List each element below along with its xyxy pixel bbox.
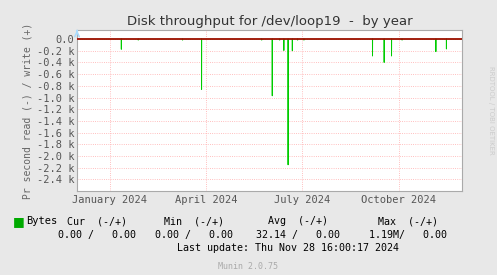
Text: 0.00 /   0.00: 0.00 / 0.00 — [58, 230, 136, 240]
Text: 0.00 /   0.00: 0.00 / 0.00 — [155, 230, 233, 240]
Y-axis label: Pr second read (-) / write (+): Pr second read (-) / write (+) — [22, 23, 33, 199]
Text: 32.14 /   0.00: 32.14 / 0.00 — [256, 230, 340, 240]
Text: Cur  (-/+): Cur (-/+) — [67, 216, 127, 226]
Text: Munin 2.0.75: Munin 2.0.75 — [219, 262, 278, 271]
Text: Avg  (-/+): Avg (-/+) — [268, 216, 328, 226]
Text: RRDTOOL / TOBI OETIKER: RRDTOOL / TOBI OETIKER — [488, 66, 494, 154]
Text: Last update: Thu Nov 28 16:00:17 2024: Last update: Thu Nov 28 16:00:17 2024 — [177, 243, 399, 253]
Text: Bytes: Bytes — [26, 216, 57, 226]
Text: Max  (-/+): Max (-/+) — [378, 216, 437, 226]
Text: 1.19M/   0.00: 1.19M/ 0.00 — [369, 230, 446, 240]
Title: Disk throughput for /dev/loop19  -  by year: Disk throughput for /dev/loop19 - by yea… — [127, 15, 413, 28]
Text: ■: ■ — [12, 215, 24, 228]
Text: Min  (-/+): Min (-/+) — [164, 216, 224, 226]
